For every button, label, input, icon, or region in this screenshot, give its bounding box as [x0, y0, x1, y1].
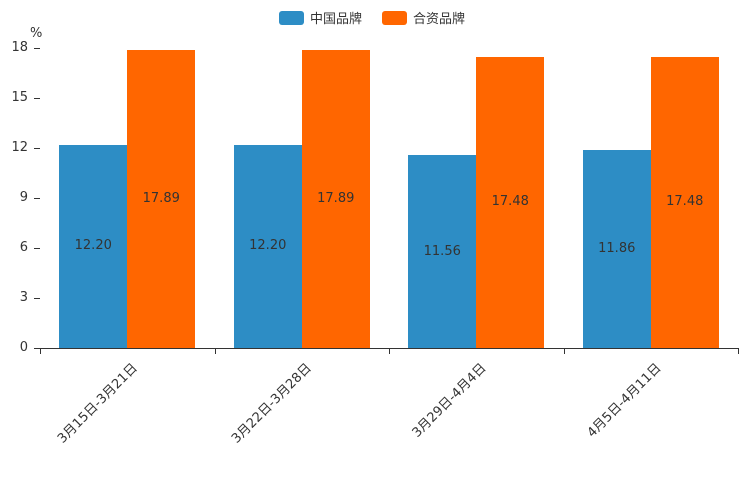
bar-中国品牌-3[interactable] [582, 150, 651, 348]
bar-合资品牌-2[interactable] [476, 56, 545, 348]
bar-中国品牌-2[interactable] [408, 155, 477, 348]
y-tick-label: 6 [19, 240, 28, 255]
bar-合资品牌-1[interactable] [301, 49, 370, 348]
legend: 中国品牌 合资品牌 [0, 8, 744, 27]
y-tick-mark [34, 98, 40, 99]
y-tick-label: 18 [11, 40, 28, 55]
bar-value-label: 17.48 [666, 194, 704, 210]
y-tick-mark [34, 198, 40, 199]
x-tick-mark [214, 348, 216, 354]
x-tick-mark [40, 348, 41, 354]
legend-swatch-icon [278, 10, 304, 25]
y-tick-label: 12 [11, 140, 28, 155]
y-tick-label: 9 [19, 190, 28, 205]
y-tick-mark [34, 298, 40, 299]
y-axis-unit-label: % [30, 26, 43, 41]
y-tick-mark [34, 148, 40, 149]
bar-value-label: 11.56 [423, 243, 461, 259]
bar-value-label: 12.20 [249, 238, 287, 254]
y-tick-mark [34, 348, 40, 349]
y-tick-label: 0 [19, 340, 28, 355]
bar-value-label: 17.89 [142, 190, 180, 206]
x-category-label: 4月5日-4月11日 [431, 358, 664, 441]
bar-中国品牌-1[interactable] [233, 144, 302, 348]
y-tick-label: 15 [11, 90, 28, 105]
legend-item-1[interactable]: 合资品牌 [382, 8, 465, 27]
bar-value-label: 17.89 [317, 190, 355, 206]
bar-合资品牌-3[interactable] [650, 56, 719, 348]
legend-item-0[interactable]: 中国品牌 [278, 8, 362, 27]
x-tick-mark [738, 348, 739, 354]
bar-中国品牌-0[interactable] [59, 144, 128, 348]
bar-value-label: 12.20 [74, 238, 112, 254]
y-tick-mark [34, 248, 40, 249]
bar-合资品牌-0[interactable] [127, 49, 196, 348]
y-tick-label: 3 [19, 290, 28, 305]
legend-swatch-icon [382, 10, 407, 25]
x-category-label-text: 4月5日-4月11日 [584, 360, 665, 441]
x-tick-mark [389, 348, 390, 354]
legend-label: 中国品牌 [309, 12, 362, 27]
bar-value-label: 17.48 [491, 194, 529, 210]
legend-label: 合资品牌 [413, 12, 466, 27]
x-tick-mark [563, 348, 565, 354]
y-tick-mark [34, 48, 40, 49]
bar-value-label: 11.86 [598, 241, 636, 257]
